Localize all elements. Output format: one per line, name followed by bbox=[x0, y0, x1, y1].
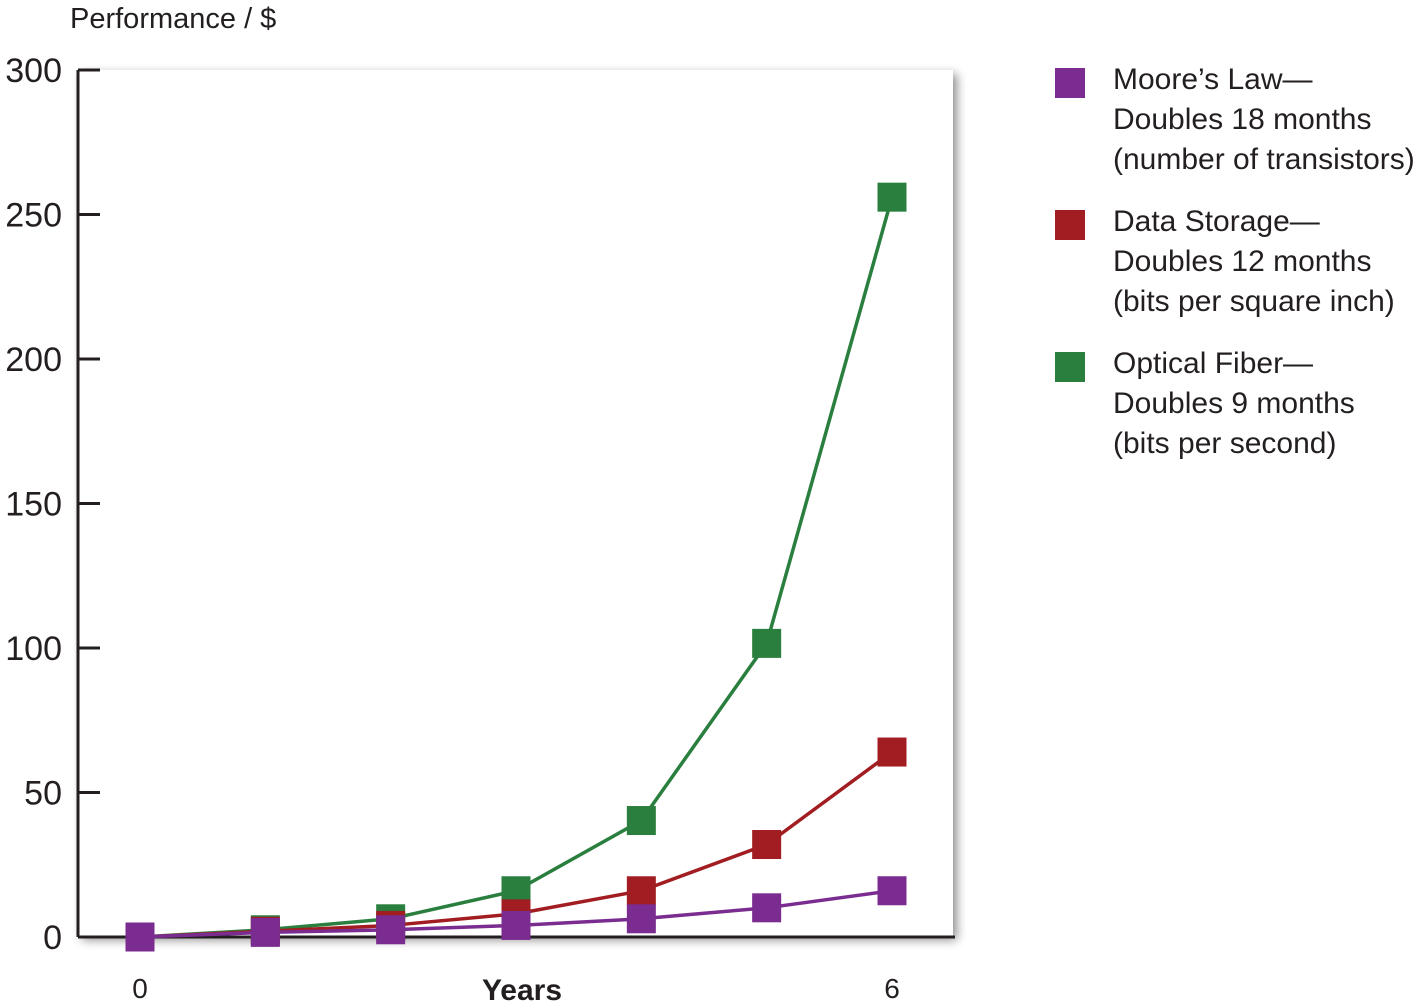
y-tick-label-0: 0 bbox=[43, 919, 62, 957]
data-point-optical-fiber-5 bbox=[752, 628, 782, 658]
legend-text-moore-s-law-0: Moore’s Law— bbox=[1113, 63, 1313, 96]
data-point-moore-s-law-0 bbox=[125, 922, 155, 952]
legend: Moore’s Law— Doubles 18 months (number of … bbox=[1055, 60, 1427, 486]
legend-text-optical-fiber-0: Optical Fiber— bbox=[1113, 347, 1314, 380]
data-point-moore-s-law-3 bbox=[501, 910, 531, 940]
data-point-optical-fiber-6 bbox=[877, 182, 907, 212]
x-tick-label-0: 0 bbox=[132, 973, 148, 1004]
legend-text-data-storage-2: (bits per square inch) bbox=[1113, 285, 1395, 318]
data-point-moore-s-law-6 bbox=[877, 876, 907, 906]
legend-item-optical-fiber: Optical Fiber— Doubles 9 months (bits per … bbox=[1055, 344, 1427, 464]
data-point-moore-s-law-4 bbox=[626, 904, 656, 934]
data-point-moore-s-law-1 bbox=[250, 917, 280, 947]
legend-swatch-optical-fiber bbox=[1055, 352, 1085, 382]
x-axis-label: Years bbox=[482, 974, 562, 1007]
legend-text-optical-fiber-2: (bits per second) bbox=[1113, 427, 1337, 460]
legend-swatch-data-storage bbox=[1055, 210, 1085, 240]
x-tick-label-6: 6 bbox=[884, 973, 900, 1004]
y-tick-label-150: 150 bbox=[5, 486, 62, 524]
legend-text-data-storage-1: Doubles 12 months bbox=[1113, 245, 1372, 278]
legend-item-moore-s-law: Moore’s Law— Doubles 18 months (number of … bbox=[1055, 60, 1427, 180]
legend-swatch-moore-s-law bbox=[1055, 68, 1085, 98]
data-point-data-storage-4 bbox=[626, 876, 656, 906]
data-point-data-storage-6 bbox=[877, 737, 907, 767]
legend-text-moore-s-law-1: Doubles 18 months bbox=[1113, 103, 1372, 136]
data-point-moore-s-law-5 bbox=[752, 893, 782, 923]
labels-layer: 0 50 100 150 200 250 300 0 6 Years Performance / $ bbox=[5, 3, 900, 1007]
y-tick-label-250: 250 bbox=[5, 197, 62, 235]
y-tick-label-200: 200 bbox=[5, 341, 62, 379]
legend-text-moore-s-law-2: (number of transistors) bbox=[1113, 143, 1415, 176]
legend-item-data-storage: Data Storage— Doubles 12 months (bits per … bbox=[1055, 202, 1427, 322]
data-point-optical-fiber-4 bbox=[626, 806, 656, 836]
series-layer bbox=[125, 182, 907, 952]
series-moore-s-law bbox=[125, 876, 907, 952]
legend-text-optical-fiber-1: Doubles 9 months bbox=[1113, 387, 1355, 420]
y-axis-label: Performance / $ bbox=[70, 3, 276, 35]
plot-area bbox=[78, 70, 953, 936]
y-tick-label-50: 50 bbox=[24, 775, 62, 813]
y-tick-label-300: 300 bbox=[5, 52, 62, 90]
data-point-moore-s-law-2 bbox=[376, 915, 406, 945]
legend-text-data-storage-0: Data Storage— bbox=[1113, 205, 1320, 238]
y-tick-label-100: 100 bbox=[5, 630, 62, 668]
data-point-data-storage-5 bbox=[752, 830, 782, 860]
